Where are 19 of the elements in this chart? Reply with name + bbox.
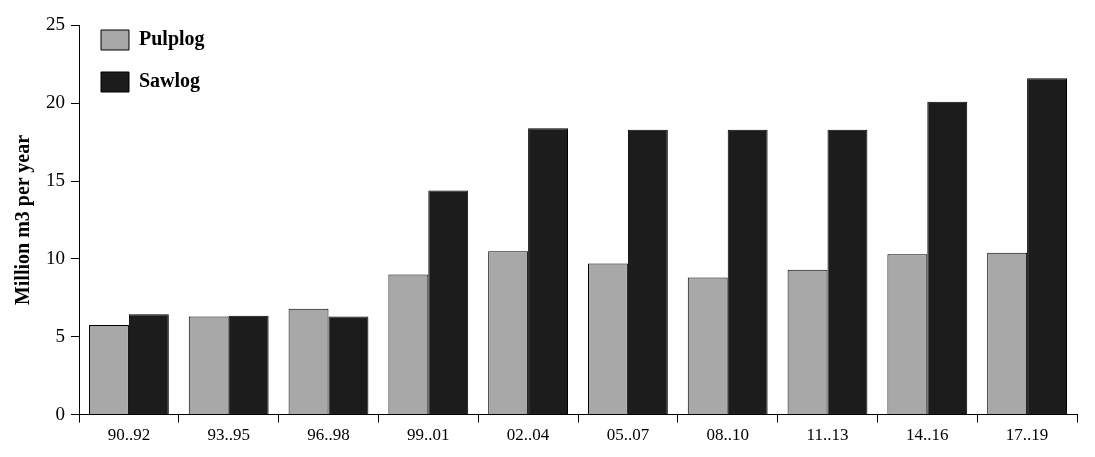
y-tick-label: 5 [55,324,65,346]
y-tick-label: 0 [55,402,65,424]
x-tick-label: 17..19 [1005,425,1049,445]
x-tick-label: 08..10 [706,425,749,445]
x-tick-label: 96..98 [307,425,350,445]
x-tick-label: 99..01 [407,425,450,445]
legend-label: Pulplog [139,27,205,51]
x-tick-label: 05..07 [606,425,650,445]
x-tick-label: 90..92 [107,425,151,445]
x-tick-label: 11..13 [806,425,849,445]
y-tick-label: 10 [46,246,65,268]
y-tick-label: 20 [46,91,65,113]
x-tick-label: 02..04 [506,425,550,445]
legend-label: Sawlog [139,69,201,93]
x-tick-label: 93..95 [207,425,250,445]
y-tick-label: 25 [46,13,65,35]
y-axis-title: Million m3 per year [11,134,35,306]
y-tick-label: 15 [46,169,65,191]
x-tick-label: 14..16 [906,425,949,445]
